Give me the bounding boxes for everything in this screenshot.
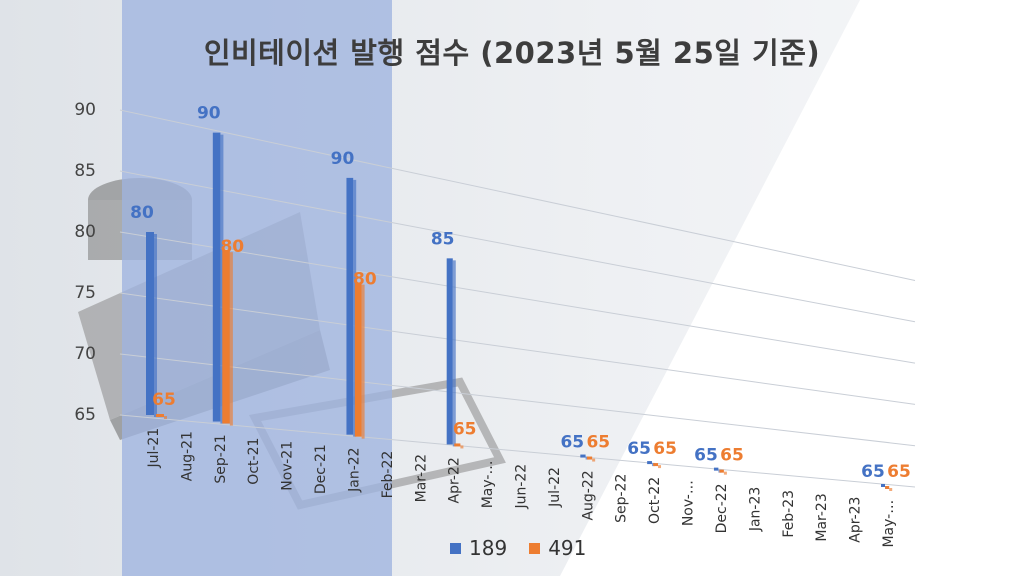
bar-side bbox=[220, 134, 224, 424]
bar-side bbox=[361, 284, 365, 439]
bar-side bbox=[592, 458, 596, 462]
y-tick-label: 75 bbox=[74, 283, 96, 303]
x-tick-label: Sep-21 bbox=[213, 434, 229, 483]
bar-189-Jan-22 bbox=[346, 177, 354, 435]
x-tick-label: Oct-21 bbox=[246, 438, 262, 485]
legend-label-189: 189 bbox=[469, 536, 508, 560]
x-tick-label: May-… bbox=[480, 461, 496, 509]
data-label: 90 bbox=[331, 149, 355, 169]
bar-side bbox=[229, 252, 233, 426]
bar-189-May-… bbox=[881, 484, 885, 487]
bar-491-Oct-22 bbox=[653, 463, 659, 467]
x-tick-label: Feb-22 bbox=[380, 451, 396, 499]
bar-side bbox=[658, 465, 662, 469]
x-tick-label: Apr-22 bbox=[447, 457, 463, 503]
x-tick-label: Apr-23 bbox=[848, 497, 864, 543]
bar-491-May-… bbox=[885, 486, 890, 489]
data-label: 90 bbox=[197, 104, 221, 124]
legend-swatch-blue bbox=[450, 542, 461, 554]
legend-item-491: 491 bbox=[529, 536, 586, 560]
data-label: 85 bbox=[431, 229, 455, 249]
data-label: 65 bbox=[560, 433, 584, 453]
x-tick-label: Jun-22 bbox=[514, 464, 530, 510]
bar-side bbox=[723, 471, 727, 475]
bar-side bbox=[460, 445, 464, 449]
x-tick-label: Sep-22 bbox=[614, 474, 630, 523]
data-label: 65 bbox=[586, 433, 610, 453]
data-label: 65 bbox=[694, 446, 718, 466]
x-tick-label: Oct-22 bbox=[647, 477, 663, 524]
chart-title: 인비테이션 발행 점수 (2023년 5월 25일 기준) bbox=[203, 36, 821, 70]
x-tick-label: Aug-22 bbox=[580, 470, 596, 520]
bar-side bbox=[452, 260, 456, 447]
data-label: 80 bbox=[130, 203, 154, 223]
bar-491-Aug-22 bbox=[586, 456, 593, 460]
data-label: 65 bbox=[627, 439, 651, 459]
bar-491-Sep-21 bbox=[222, 250, 230, 424]
bar-491-Apr-22 bbox=[454, 443, 461, 447]
y-tick-label: 80 bbox=[74, 222, 96, 242]
data-label: 65 bbox=[653, 439, 677, 459]
y-tick-label: 65 bbox=[74, 405, 96, 425]
x-tick-label: Nov-21 bbox=[280, 441, 296, 491]
bar-491-Jul-21 bbox=[156, 414, 164, 417]
bar-189-Apr-22 bbox=[446, 258, 453, 445]
data-label: 80 bbox=[220, 237, 244, 257]
x-tick-label: Feb-23 bbox=[781, 490, 797, 538]
legend-swatch-orange bbox=[529, 542, 541, 554]
data-label: 65 bbox=[453, 419, 477, 439]
x-tick-label: Dec-22 bbox=[714, 483, 730, 533]
gridline bbox=[119, 414, 916, 488]
data-label: 65 bbox=[861, 462, 885, 482]
legend: 189 491 bbox=[450, 536, 586, 560]
bar-189-Sep-21 bbox=[212, 132, 221, 422]
x-tick-label: Dec-21 bbox=[313, 444, 329, 494]
x-tick-label: Jan-23 bbox=[747, 487, 763, 532]
data-label: 65 bbox=[152, 390, 176, 410]
gridline bbox=[119, 231, 916, 364]
data-label: 80 bbox=[353, 270, 377, 290]
x-tick-label: Jul-21 bbox=[146, 428, 162, 469]
x-tick-label: Aug-21 bbox=[179, 431, 195, 481]
y-tick-label: 85 bbox=[74, 161, 96, 181]
gridline bbox=[119, 292, 916, 405]
bar-189-Aug-22 bbox=[580, 454, 586, 458]
data-label: 65 bbox=[720, 446, 744, 466]
x-tick-label: Jul-22 bbox=[547, 467, 563, 508]
y-tick-label: 70 bbox=[74, 344, 96, 364]
gridline bbox=[119, 353, 916, 447]
bar-491-Dec-22 bbox=[719, 469, 724, 473]
bar-side bbox=[154, 234, 157, 417]
bar-189-Jul-21 bbox=[146, 232, 154, 415]
bar-189-Dec-22 bbox=[713, 467, 719, 471]
gridline bbox=[119, 109, 916, 281]
x-tick-label: May-… bbox=[881, 500, 897, 548]
x-tick-label: Mar-22 bbox=[413, 454, 429, 502]
bar-491-Jan-22 bbox=[354, 282, 362, 437]
bar-side bbox=[889, 488, 893, 491]
bar-side bbox=[353, 179, 357, 437]
bar-189-Oct-22 bbox=[647, 461, 652, 465]
legend-item-189: 189 bbox=[450, 536, 507, 560]
data-label: 65 bbox=[887, 462, 911, 482]
x-tick-label: Nov-… bbox=[681, 480, 697, 526]
x-tick-label: Mar-23 bbox=[814, 493, 830, 541]
bar-side bbox=[164, 416, 167, 419]
gridline bbox=[119, 170, 916, 323]
x-tick-label: Jan-22 bbox=[346, 447, 362, 492]
y-tick-label: 90 bbox=[74, 100, 96, 120]
legend-label-491: 491 bbox=[548, 536, 587, 560]
